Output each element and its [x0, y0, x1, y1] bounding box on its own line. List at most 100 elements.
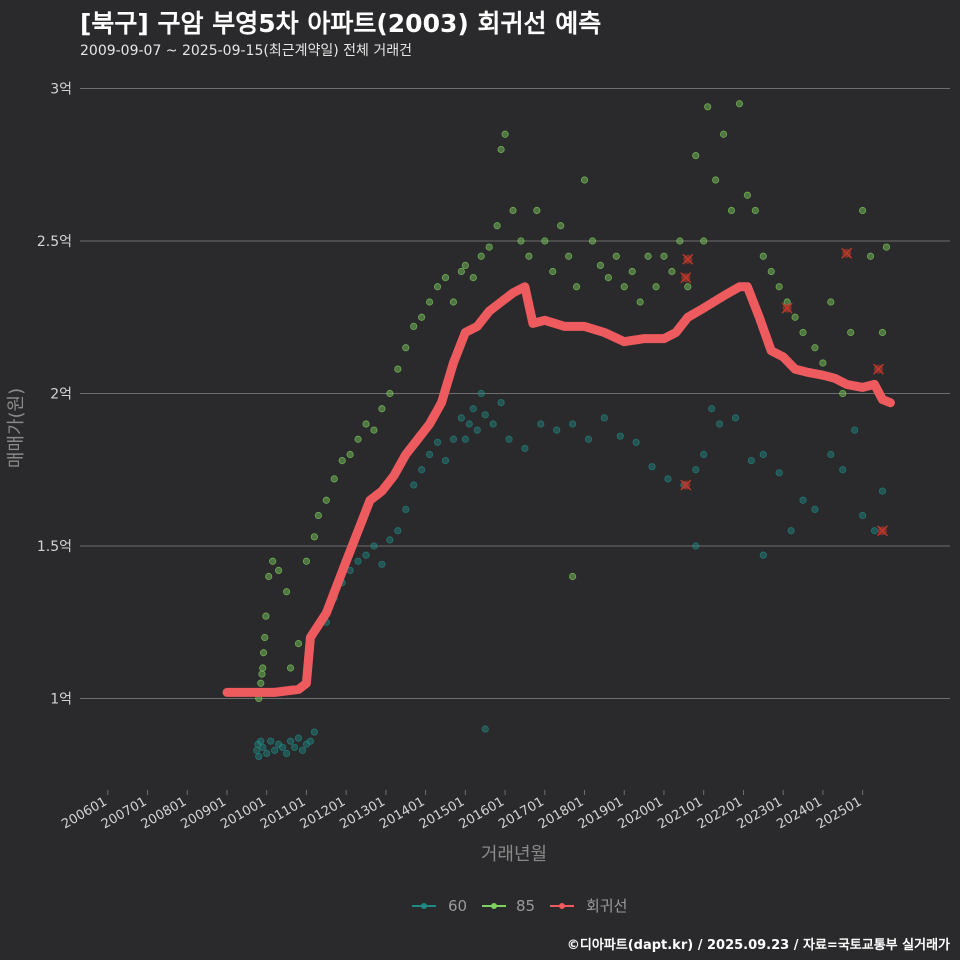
- point-85: [882, 243, 891, 251]
- point-60: [799, 496, 807, 504]
- point-85: [735, 100, 744, 108]
- point-60: [759, 450, 767, 459]
- point-85: [712, 176, 720, 184]
- y-axis-title: 매매가(원): [6, 388, 27, 468]
- point-60: [731, 414, 740, 422]
- x-axis-ticks: 2006012007012008012009012010012011012012…: [59, 790, 865, 832]
- point-60: [569, 420, 577, 428]
- point-85: [418, 313, 426, 321]
- y-tick-label: 1.5억: [37, 539, 72, 555]
- point-60: [648, 463, 656, 471]
- point-60: [362, 551, 370, 559]
- point-60: [457, 414, 465, 422]
- point-85: [410, 322, 418, 330]
- point-60: [700, 450, 708, 459]
- point-60: [851, 426, 859, 434]
- point-85: [668, 267, 676, 276]
- point-60: [481, 725, 489, 733]
- point-60: [449, 435, 458, 443]
- point-85: [501, 130, 509, 138]
- outlier-cross: [781, 302, 793, 314]
- point-85: [261, 633, 269, 642]
- point-60: [253, 746, 261, 754]
- point-60: [521, 444, 529, 452]
- point-85: [751, 206, 759, 215]
- point-85: [493, 222, 501, 230]
- point-60: [354, 557, 362, 565]
- point-60: [859, 511, 867, 520]
- point-85: [362, 420, 370, 428]
- outlier-cross: [682, 253, 694, 265]
- point-85: [441, 273, 450, 282]
- point-60: [378, 560, 386, 568]
- point-85: [636, 298, 644, 306]
- point-60: [473, 426, 481, 434]
- legend-label-85: 85: [516, 897, 535, 915]
- y-axis-ticks: 1억 1.5억 2억 2.5억 3억: [37, 82, 72, 708]
- point-85: [394, 365, 402, 373]
- point-85: [302, 557, 311, 565]
- point-60: [811, 505, 819, 513]
- point-60: [465, 420, 473, 428]
- point-85: [859, 206, 867, 215]
- point-85: [799, 328, 807, 337]
- point-85: [727, 206, 736, 215]
- point-85: [847, 328, 855, 337]
- point-85: [676, 237, 684, 245]
- point-85: [497, 145, 505, 154]
- point-60: [425, 450, 434, 459]
- point-85: [811, 344, 819, 352]
- point-60: [600, 414, 608, 422]
- point-60: [878, 487, 887, 495]
- point-85: [719, 130, 728, 138]
- point-85: [759, 252, 767, 260]
- point-60: [370, 542, 378, 550]
- point-60: [257, 737, 265, 745]
- legend-item-60: 60: [412, 897, 467, 915]
- outlier-cross: [841, 247, 853, 259]
- regression-path: [222, 282, 895, 697]
- point-85: [370, 426, 378, 434]
- point-60: [481, 411, 489, 419]
- point-85: [743, 191, 751, 199]
- point-85: [541, 237, 549, 245]
- point-60: [505, 435, 513, 443]
- point-60: [267, 737, 275, 745]
- point-85: [612, 252, 620, 260]
- point-85: [457, 267, 465, 276]
- point-85: [485, 243, 493, 251]
- point-85: [827, 298, 835, 306]
- outlier-cross: [680, 479, 692, 491]
- point-85: [338, 456, 346, 465]
- point-60: [692, 466, 700, 474]
- point-85: [878, 328, 887, 337]
- point-60: [664, 475, 672, 483]
- point-85: [425, 298, 434, 306]
- point-85: [775, 283, 783, 291]
- point-85: [572, 283, 581, 291]
- point-60: [489, 420, 497, 428]
- legend-label-60: 60: [448, 897, 467, 915]
- point-85: [704, 103, 712, 111]
- legend: 60 85 회귀선: [412, 897, 627, 915]
- point-60: [839, 466, 847, 474]
- y-tick-label: 2억: [50, 387, 72, 403]
- outlier-markers: [680, 247, 888, 537]
- point-85: [294, 639, 303, 648]
- point-85: [322, 496, 330, 504]
- point-85: [596, 261, 605, 269]
- point-85: [477, 252, 485, 260]
- outlier-cross: [876, 525, 888, 537]
- point-60: [394, 527, 402, 535]
- point-60: [386, 536, 394, 544]
- point-60: [290, 743, 299, 751]
- point-60: [441, 456, 450, 465]
- point-85: [839, 389, 847, 398]
- point-85: [378, 405, 386, 413]
- point-85: [433, 283, 442, 291]
- point-85: [469, 273, 477, 282]
- point-85: [262, 612, 270, 620]
- legend-label-regression: 회귀선: [586, 897, 627, 915]
- point-85: [644, 252, 652, 260]
